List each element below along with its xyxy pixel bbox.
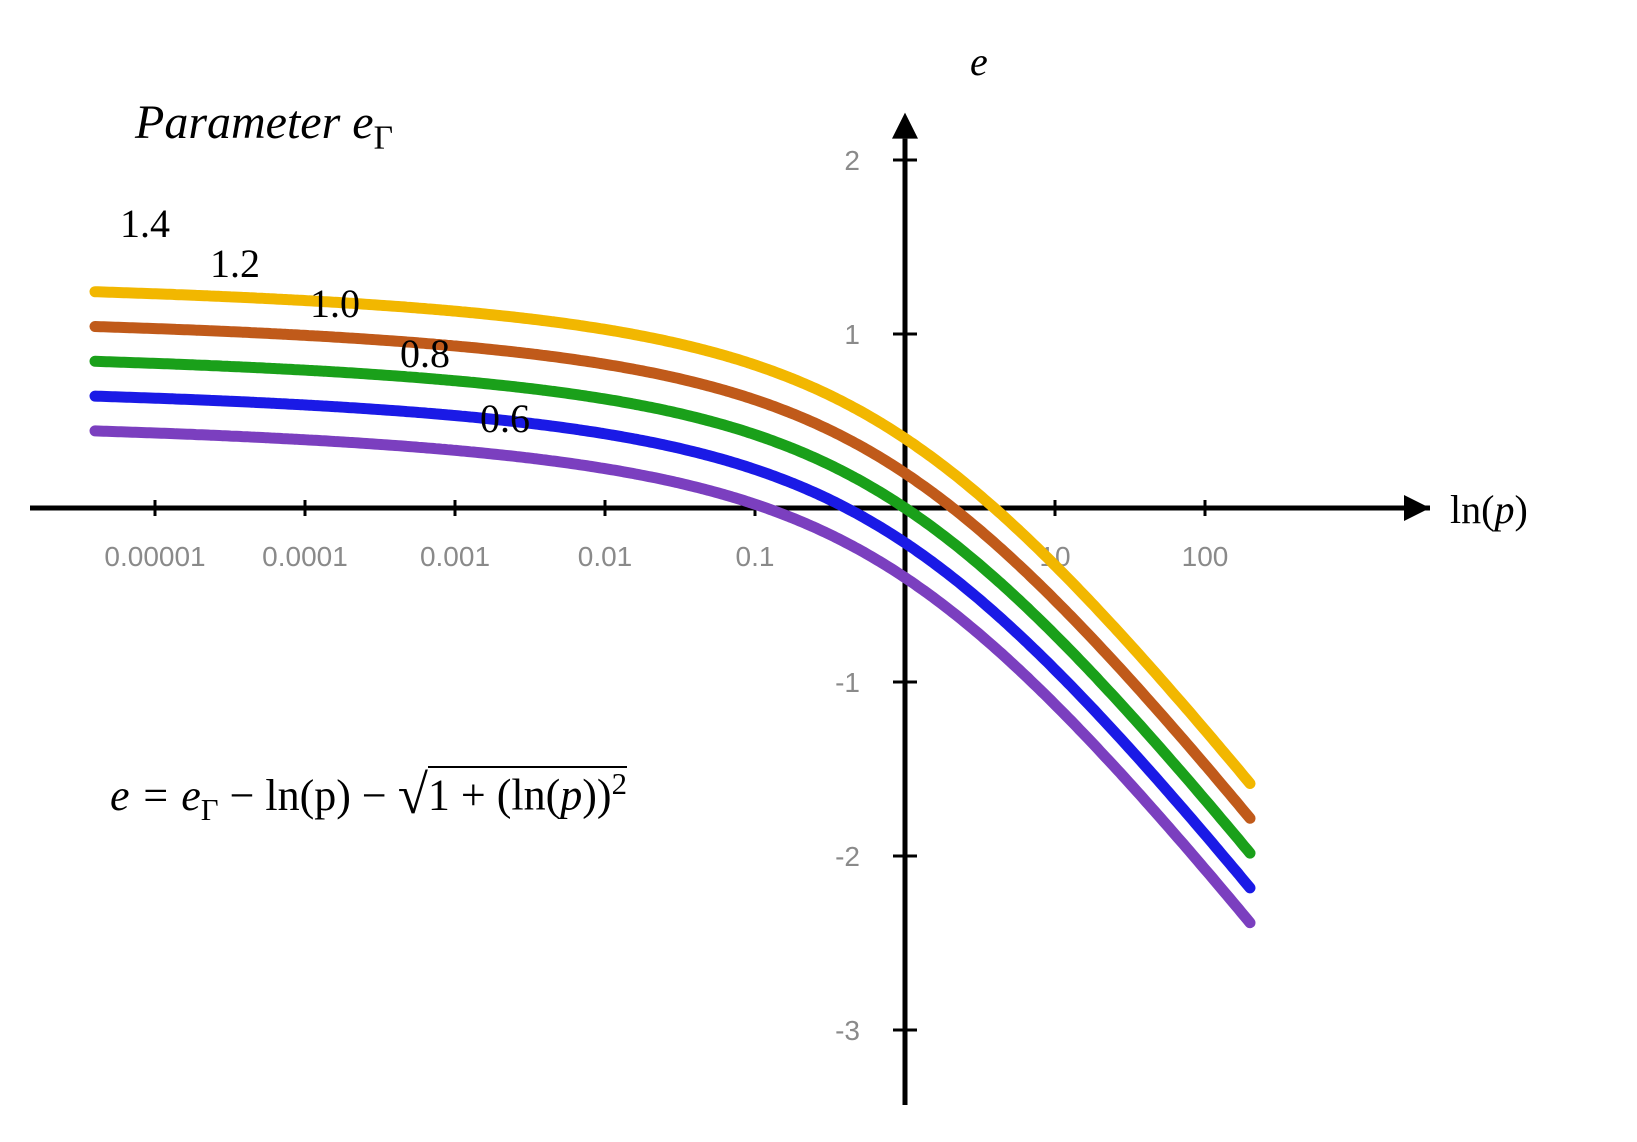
series-label-0.6: 0.6 (480, 395, 530, 442)
parameter-title-prefix: Parameter e (135, 96, 374, 149)
parameter-title: Parameter eΓ (135, 95, 393, 158)
radical-sign: √ (398, 764, 428, 825)
under-sqrt-prefix: 1 + (ln(p)) (428, 771, 612, 820)
series-label-1.4: 1.4 (120, 200, 170, 247)
svg-text:100: 100 (1182, 541, 1229, 572)
curve-0.6 (95, 431, 1250, 923)
formula-mid: − ln(p) − (219, 771, 398, 820)
svg-text:2: 2 (844, 145, 860, 176)
y-axis-label: e (970, 38, 988, 85)
svg-text:-1: -1 (835, 667, 860, 698)
svg-text:0.0001: 0.0001 (262, 541, 348, 572)
plot-svg: 0.000010.00010.0010.010.11010021-1-2-3 (0, 0, 1637, 1142)
svg-text:0.00001: 0.00001 (104, 541, 205, 572)
formula-lhs: e = e (110, 771, 201, 820)
formula: e = eΓ − ln(p) − √1 + (ln(p))2 (110, 760, 627, 828)
svg-text:-2: -2 (835, 841, 860, 872)
formula-sub: Γ (201, 793, 219, 827)
series-label-1.0: 1.0 (310, 280, 360, 327)
svg-text:1: 1 (844, 319, 860, 350)
series-label-0.8: 0.8 (400, 330, 450, 377)
curves-group (95, 292, 1250, 923)
svg-text:-3: -3 (835, 1015, 860, 1046)
parameter-title-sub: Γ (374, 120, 393, 157)
svg-text:0.1: 0.1 (736, 541, 775, 572)
x-axis-label: ln(p) (1450, 486, 1528, 533)
svg-text:0.001: 0.001 (420, 541, 490, 572)
svg-text:0.01: 0.01 (578, 541, 633, 572)
chart-container: 0.000010.00010.0010.010.11010021-1-2-3 P… (0, 0, 1637, 1142)
series-label-1.2: 1.2 (210, 240, 260, 287)
under-sqrt-sup: 2 (612, 767, 627, 801)
sqrt-content: 1 + (ln(p))2 (428, 766, 627, 818)
